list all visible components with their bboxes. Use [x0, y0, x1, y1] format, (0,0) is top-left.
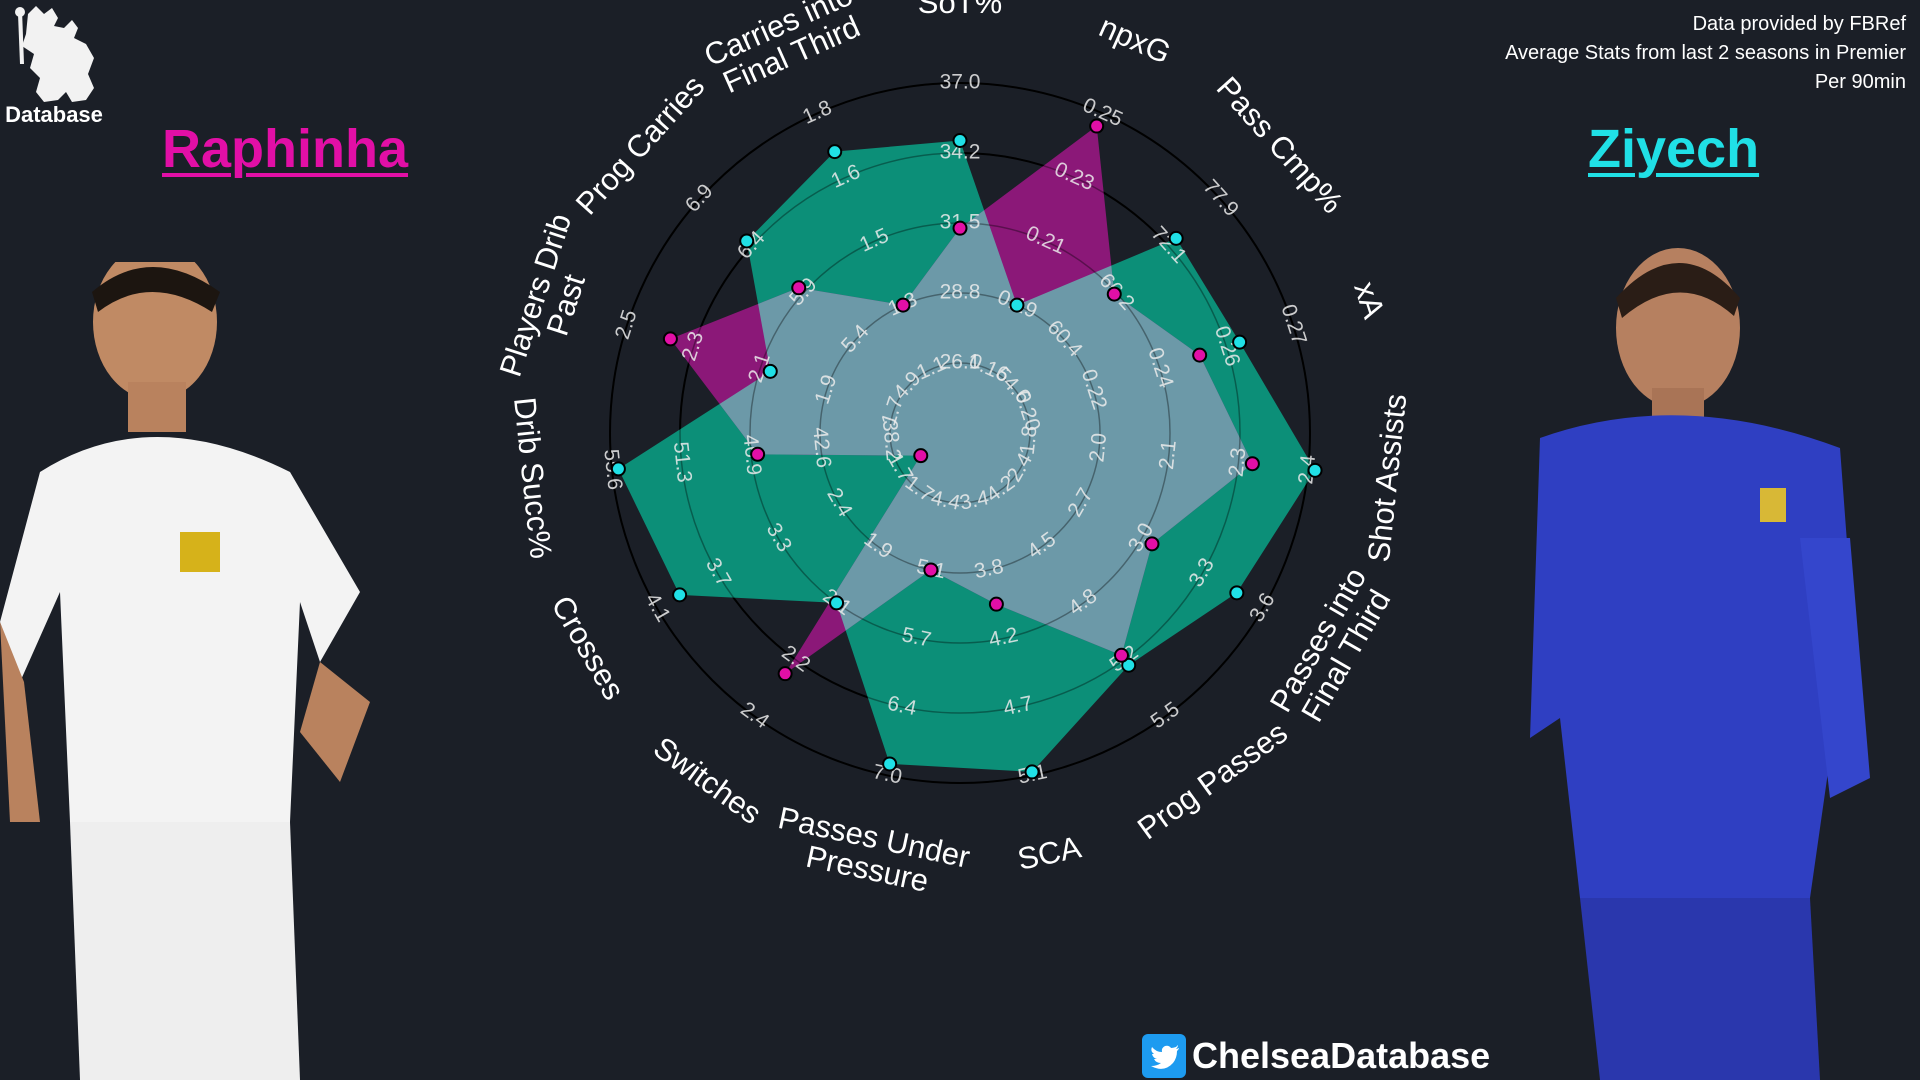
axis-category-label: Crosses	[544, 590, 631, 706]
data-point-raphinha	[1106, 286, 1122, 302]
logo-text: Database	[5, 102, 103, 127]
radar-chart: 26.128.831.534.237.00.160.190.210.230.25…	[493, 0, 1414, 906]
ring-tick-label: 42.6	[808, 426, 835, 469]
chelsea-lion-logo-icon	[15, 6, 94, 102]
ring-tick-label: 0.27	[1277, 302, 1312, 348]
grid-ring-inner	[819, 292, 1101, 574]
data-point-ziyech	[1009, 297, 1025, 313]
ring-tick-label: 2.5	[611, 307, 642, 342]
grid-ring	[609, 82, 1311, 784]
axis-category-label: npxG	[1094, 9, 1176, 71]
axis-category-label: SoT%	[918, 0, 1002, 20]
ring-tick-label: 5.5	[1147, 697, 1184, 733]
player-name-ziyech: Ziyech	[1588, 119, 1760, 179]
source-note: Data provided by FBRef Average Stats fro…	[1505, 10, 1906, 97]
axis-category-label: Shot Assists	[1361, 392, 1413, 564]
grid-ring-inner	[609, 82, 1311, 784]
data-point-raphinha	[913, 448, 929, 464]
source-line: Average Stats from last 2 seasons in Pre…	[1505, 42, 1906, 64]
axis-category-label: Passes intoFinal Third	[1263, 562, 1401, 734]
axis-category-label: xA	[1347, 277, 1392, 323]
data-point-raphinha	[1089, 118, 1105, 134]
ring-tick-label: 28.8	[940, 281, 981, 304]
data-point-ziyech	[882, 756, 898, 772]
data-point-ziyech	[829, 595, 845, 611]
ring-tick-label: 3.6	[1245, 589, 1280, 626]
data-point-raphinha	[923, 562, 939, 578]
ring-tick-label: 2.1	[1155, 439, 1181, 470]
handle-text: ChelseaDatabase	[1192, 1035, 1491, 1076]
data-point-raphinha	[1144, 536, 1160, 552]
player-photo-ziyech	[1530, 248, 1870, 1080]
axis-category-label: Switches	[647, 730, 768, 831]
ring-tick-label: 37.0	[940, 71, 981, 94]
source-line: Per 90min	[1814, 71, 1906, 93]
data-point-ziyech	[827, 144, 843, 160]
axis-category-label: Prog Passes	[1131, 715, 1294, 847]
ring-tick-label: 2.0	[1085, 432, 1111, 463]
grid-ring-inner	[679, 152, 1241, 714]
ring-tick-label: 38.2	[878, 419, 905, 462]
data-point-ziyech	[1121, 657, 1137, 673]
data-point-raphinha	[988, 596, 1004, 612]
data-point-raphinha	[895, 297, 911, 313]
data-point-ziyech	[1168, 230, 1184, 246]
data-point-ziyech	[952, 133, 968, 148]
data-point-raphinha	[952, 220, 968, 236]
data-point-raphinha	[791, 280, 807, 296]
ring-tick-label: 4.1	[640, 589, 675, 626]
data-point-ziyech	[739, 233, 755, 249]
axis-category-label: SCA	[1014, 829, 1084, 877]
data-point-ziyech	[762, 363, 778, 379]
axis-category-label: Players DribPast	[493, 209, 609, 390]
axis-category-label: Passes UnderPressure	[769, 800, 973, 906]
data-point-ziyech	[1307, 462, 1323, 478]
data-point-raphinha	[662, 331, 678, 347]
twitter-handle: ChelseaDatabase	[1142, 1034, 1490, 1078]
data-point-ziyech	[1232, 334, 1248, 350]
player-name-raphinha: Raphinha	[162, 119, 409, 179]
data-point-raphinha	[750, 446, 766, 462]
grid-ring-inner	[889, 362, 1031, 504]
data-point-raphinha	[777, 666, 793, 682]
player-photo-raphinha	[0, 262, 370, 1080]
twitter-bird-icon	[1142, 1034, 1186, 1078]
axis-category-label: Carries intoFinal Third	[699, 0, 871, 103]
ring-tick-label: 26.1	[940, 351, 981, 374]
axis-category-label: Drib Succ%	[507, 396, 559, 561]
ring-tick-label: 51.3	[669, 441, 696, 484]
ring-tick-label: 1.8	[1016, 424, 1042, 455]
data-point-raphinha	[1192, 347, 1208, 363]
data-point-ziyech	[672, 587, 688, 603]
data-point-ziyech	[1024, 764, 1040, 780]
ring-tick-label: 1.8	[799, 96, 835, 129]
data-point-raphinha	[1244, 456, 1260, 472]
ring-tick-label: 2.4	[736, 697, 773, 733]
source-line: Data provided by FBRef	[1692, 13, 1906, 35]
ring-tick-label: 34.2	[940, 141, 981, 164]
data-point-raphinha	[1113, 647, 1129, 663]
data-point-ziyech	[1229, 585, 1245, 601]
data-point-ziyech	[610, 461, 626, 477]
